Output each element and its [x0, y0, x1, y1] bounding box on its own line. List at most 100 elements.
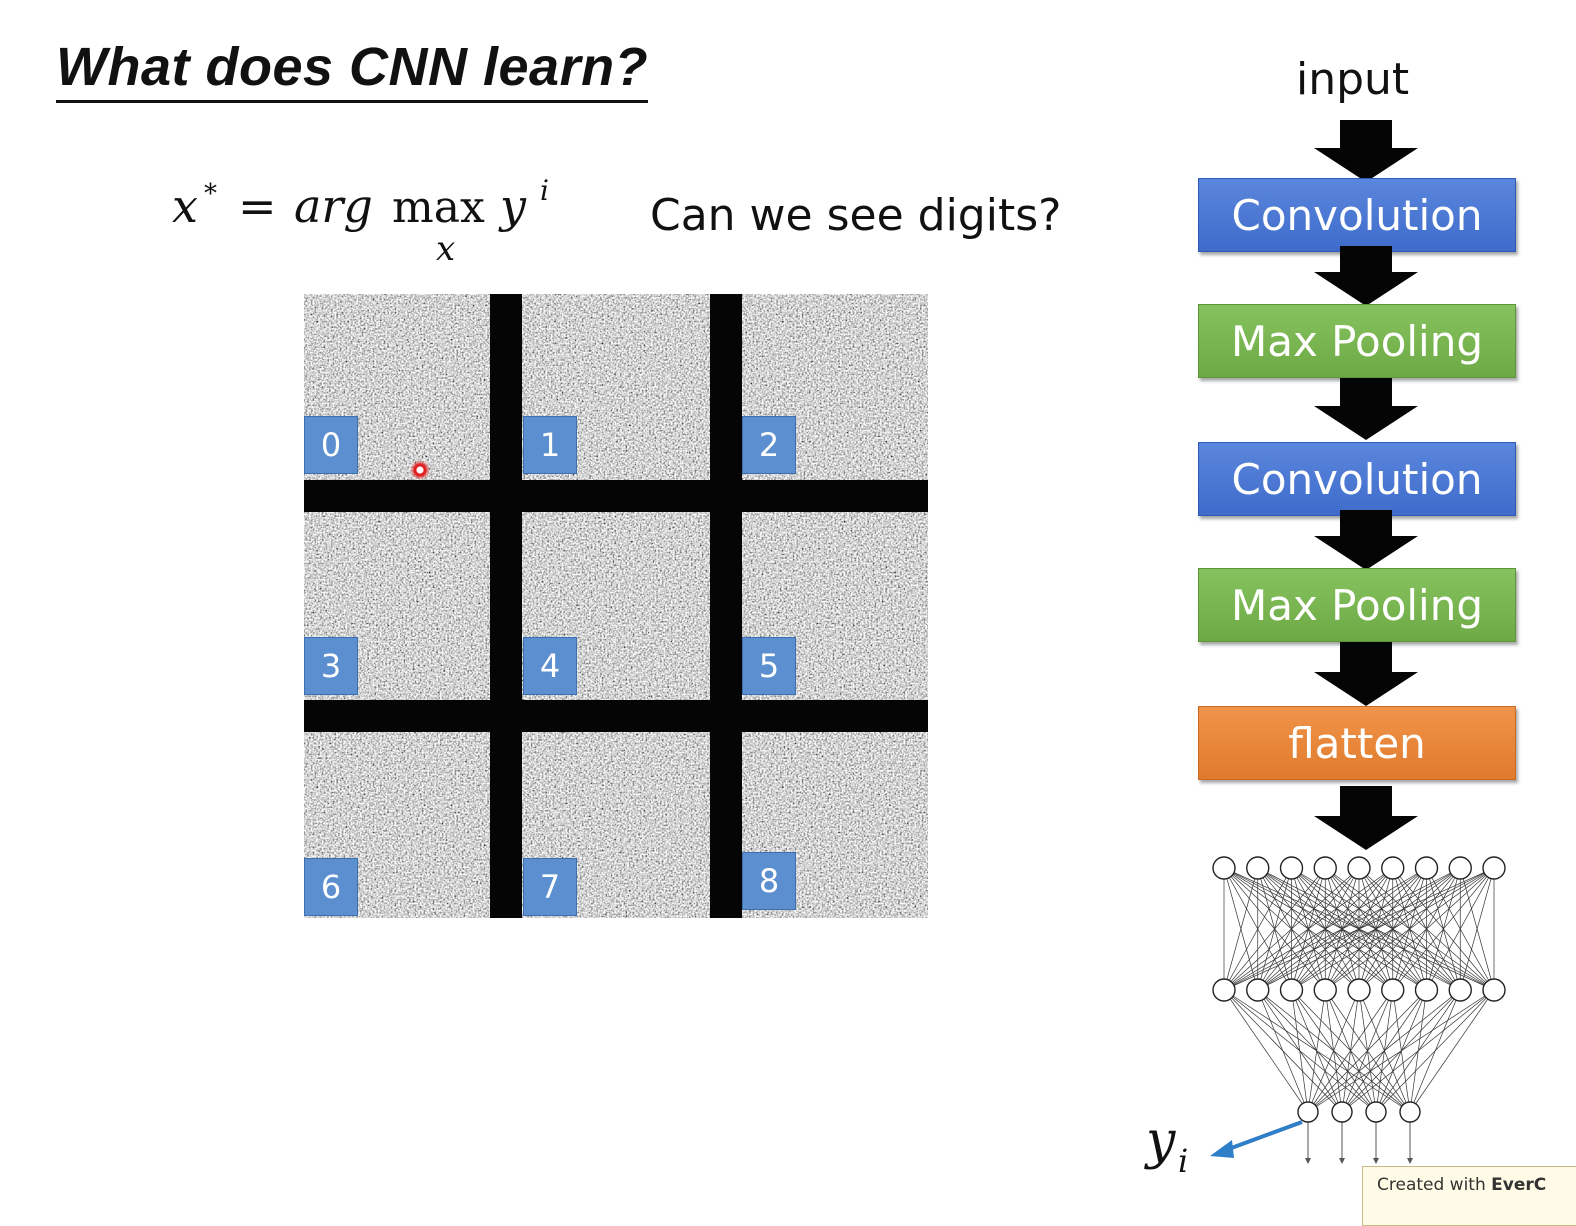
fully-connected-network: y i [1144, 856, 1506, 1180]
network-edge [1291, 867, 1495, 991]
formula-eq: = [238, 179, 277, 233]
network-node [1212, 978, 1236, 1002]
output-pointer-line [1225, 1120, 1303, 1152]
digit-label-1: 1 [523, 416, 577, 474]
formula-sub: x [436, 229, 455, 269]
network-edge [1307, 989, 1394, 1113]
down-arrow-icon [1314, 786, 1418, 850]
question-text: Can we see digits? [650, 190, 1062, 241]
network-edge [1459, 867, 1495, 991]
noise-background [304, 294, 928, 918]
formula-ysup: i [540, 178, 549, 207]
input-label: input [1296, 54, 1410, 105]
network-node [1448, 856, 1472, 880]
grid-line-v2 [710, 294, 742, 918]
network-node [1246, 978, 1270, 1002]
network-edge [1392, 867, 1495, 991]
network-node [1482, 856, 1506, 880]
network-edge [1409, 989, 1495, 1113]
formula-lhs: x [172, 179, 198, 233]
network-edge [1325, 867, 1495, 991]
formula-arg: arg [294, 179, 373, 233]
slide-title: What does CNN learn? [56, 36, 649, 103]
network-node [1381, 978, 1405, 1002]
network-edge [1307, 989, 1360, 1113]
network-node [1279, 978, 1304, 1002]
layer-max-pooling-1: Max Pooling [1198, 304, 1516, 378]
network-edge [1223, 867, 1326, 991]
output-arrowhead [1339, 1158, 1345, 1164]
network-node [1331, 1101, 1353, 1123]
network-edges [1223, 867, 1495, 1164]
network-edge [1341, 989, 1495, 1113]
footer-created-with: Created with [1377, 1175, 1486, 1195]
grid-line-h1 [304, 480, 928, 512]
digit-label-0: 0 [304, 416, 358, 474]
down-arrow-icon [1314, 120, 1418, 182]
network-node [1347, 978, 1371, 1002]
footer-badge: Created with EverC [1362, 1166, 1576, 1226]
digit-label-3: 3 [304, 637, 358, 695]
down-arrow-icon [1314, 378, 1418, 440]
network-edge [1223, 989, 1309, 1113]
output-arrowhead [1305, 1158, 1311, 1164]
network-edge [1307, 989, 1326, 1113]
network-node [1414, 856, 1439, 880]
network-edge [1257, 867, 1495, 991]
network-edge [1223, 867, 1393, 991]
network-edge [1223, 867, 1461, 991]
network-edge [1291, 989, 1309, 1113]
layer-convolution-1: Convolution [1198, 178, 1516, 252]
network-edge [1307, 989, 1495, 1113]
network-node [1313, 856, 1337, 880]
digit-label-7: 7 [523, 858, 577, 916]
layer-flatten: flatten [1198, 706, 1516, 780]
network-node [1297, 1101, 1319, 1123]
network-node [1399, 1101, 1421, 1123]
network-node [1448, 978, 1472, 1002]
network-node [1347, 856, 1371, 880]
output-label-sub: i [1178, 1142, 1188, 1180]
digit-label-5: 5 [742, 637, 796, 695]
network-node [1381, 856, 1405, 880]
noise-grid-svg [304, 294, 928, 918]
network-edge [1307, 989, 1461, 1113]
digit-label-6: 6 [304, 858, 358, 916]
network-edge [1223, 867, 1495, 991]
footer-brand: EverC [1491, 1175, 1547, 1195]
network-node [1212, 856, 1236, 880]
network-edge [1375, 989, 1495, 1113]
digit-grid [304, 294, 928, 918]
output-pointer-arrowhead [1210, 1140, 1234, 1158]
formula-max: max [392, 182, 485, 233]
formula-y: y [498, 179, 527, 233]
output-arrowhead [1407, 1158, 1413, 1164]
network-node [1313, 978, 1337, 1002]
network-edge [1223, 867, 1292, 991]
down-arrow-icon [1314, 510, 1418, 570]
output-arrowhead [1373, 1158, 1379, 1164]
grid-line-h2 [304, 700, 928, 732]
network-edge [1426, 867, 1495, 991]
network-node [1414, 978, 1439, 1002]
digit-label-8: 8 [742, 852, 796, 910]
output-label-y: y [1144, 1111, 1176, 1171]
network-node [1246, 856, 1270, 880]
network-edge [1223, 867, 1427, 991]
formula: x * = arg max x y i [172, 178, 549, 269]
digit-label-2: 2 [742, 416, 796, 474]
network-edge [1223, 867, 1360, 991]
network-node [1482, 978, 1506, 1002]
digit-label-4: 4 [523, 637, 577, 695]
pointer-cursor [410, 460, 430, 480]
down-arrow-icon [1314, 246, 1418, 306]
network-nodes [1212, 856, 1506, 1123]
network-edge [1307, 989, 1427, 1113]
down-arrow-icon [1314, 642, 1418, 706]
formula-sup: * [204, 179, 217, 209]
grid-line-v1 [490, 294, 522, 918]
layer-max-pooling-2: Max Pooling [1198, 568, 1516, 642]
network-node [1279, 856, 1304, 880]
network-edge [1358, 867, 1495, 991]
network-edge [1223, 867, 1259, 991]
